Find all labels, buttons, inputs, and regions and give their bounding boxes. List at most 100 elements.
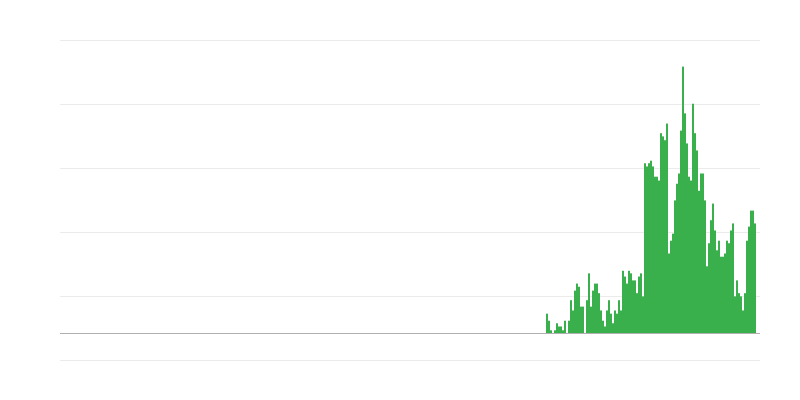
bar xyxy=(590,306,592,334)
bar xyxy=(664,140,666,334)
bar xyxy=(742,310,744,334)
bar xyxy=(658,180,660,334)
bar xyxy=(594,283,596,334)
bar xyxy=(716,250,718,334)
bar xyxy=(708,243,710,334)
bar xyxy=(628,270,630,334)
bar xyxy=(746,240,748,334)
bar xyxy=(626,283,628,334)
bar xyxy=(568,320,570,334)
bar xyxy=(616,313,618,334)
bar xyxy=(560,326,562,334)
bar xyxy=(734,296,736,334)
bar xyxy=(694,133,696,334)
bar xyxy=(684,113,686,334)
bar xyxy=(612,323,614,334)
bar xyxy=(572,310,574,334)
bar xyxy=(620,310,622,334)
bar xyxy=(618,300,620,334)
bar xyxy=(592,290,594,334)
bar xyxy=(700,173,702,334)
bar xyxy=(606,310,608,334)
bar xyxy=(668,253,670,334)
bar xyxy=(674,200,676,334)
bar xyxy=(574,290,576,334)
gridlines xyxy=(60,40,760,361)
bar xyxy=(738,293,740,334)
bar xyxy=(724,253,726,334)
bar xyxy=(600,310,602,334)
bar xyxy=(698,190,700,334)
bar xyxy=(648,163,650,334)
bar xyxy=(712,203,714,334)
bar xyxy=(604,326,606,334)
bar xyxy=(736,280,738,334)
bar xyxy=(550,330,552,334)
bar xyxy=(610,313,612,334)
bar xyxy=(642,296,644,334)
bar xyxy=(720,256,722,334)
bar xyxy=(632,280,634,334)
bar xyxy=(718,240,720,334)
bar xyxy=(650,160,652,334)
bar xyxy=(644,163,646,334)
bar xyxy=(754,223,756,334)
bar xyxy=(652,166,654,334)
bar xyxy=(564,320,566,334)
bar xyxy=(726,240,728,334)
bar xyxy=(732,223,734,334)
bar xyxy=(744,293,746,334)
bar xyxy=(730,230,732,334)
bar xyxy=(656,176,658,334)
bar xyxy=(750,210,752,334)
bar xyxy=(598,293,600,334)
bar xyxy=(636,293,638,334)
bar xyxy=(654,176,656,334)
bar xyxy=(558,326,560,334)
bar xyxy=(690,180,692,334)
bar xyxy=(728,243,730,334)
bar xyxy=(556,323,558,334)
bar xyxy=(686,143,688,334)
bar xyxy=(670,240,672,334)
bar xyxy=(576,283,578,334)
bar xyxy=(660,133,662,334)
bar xyxy=(688,176,690,334)
bar xyxy=(680,130,682,334)
bar xyxy=(562,330,564,334)
bar xyxy=(710,220,712,334)
bar xyxy=(678,173,680,334)
bar xyxy=(624,276,626,334)
bar xyxy=(646,166,648,334)
bar xyxy=(662,136,664,334)
bar xyxy=(666,123,668,334)
bar xyxy=(714,230,716,334)
bars xyxy=(546,66,756,334)
bar xyxy=(570,300,572,334)
bar xyxy=(548,320,550,334)
bar xyxy=(586,300,588,334)
bar xyxy=(634,280,636,334)
bar xyxy=(740,296,742,334)
bar xyxy=(554,330,556,334)
bar xyxy=(748,226,750,334)
bar xyxy=(588,273,590,334)
bar xyxy=(692,103,694,334)
bar xyxy=(608,300,610,334)
bar xyxy=(602,320,604,334)
bar xyxy=(640,273,642,334)
bar xyxy=(704,200,706,334)
bar xyxy=(752,210,754,334)
bar xyxy=(706,266,708,334)
bar xyxy=(696,150,698,334)
bar xyxy=(546,313,548,334)
bar xyxy=(702,173,704,334)
bar xyxy=(630,273,632,334)
bar xyxy=(722,256,724,334)
bar xyxy=(596,283,598,334)
bar xyxy=(622,270,624,334)
bar xyxy=(582,306,584,334)
bar xyxy=(578,286,580,334)
bar xyxy=(682,66,684,334)
